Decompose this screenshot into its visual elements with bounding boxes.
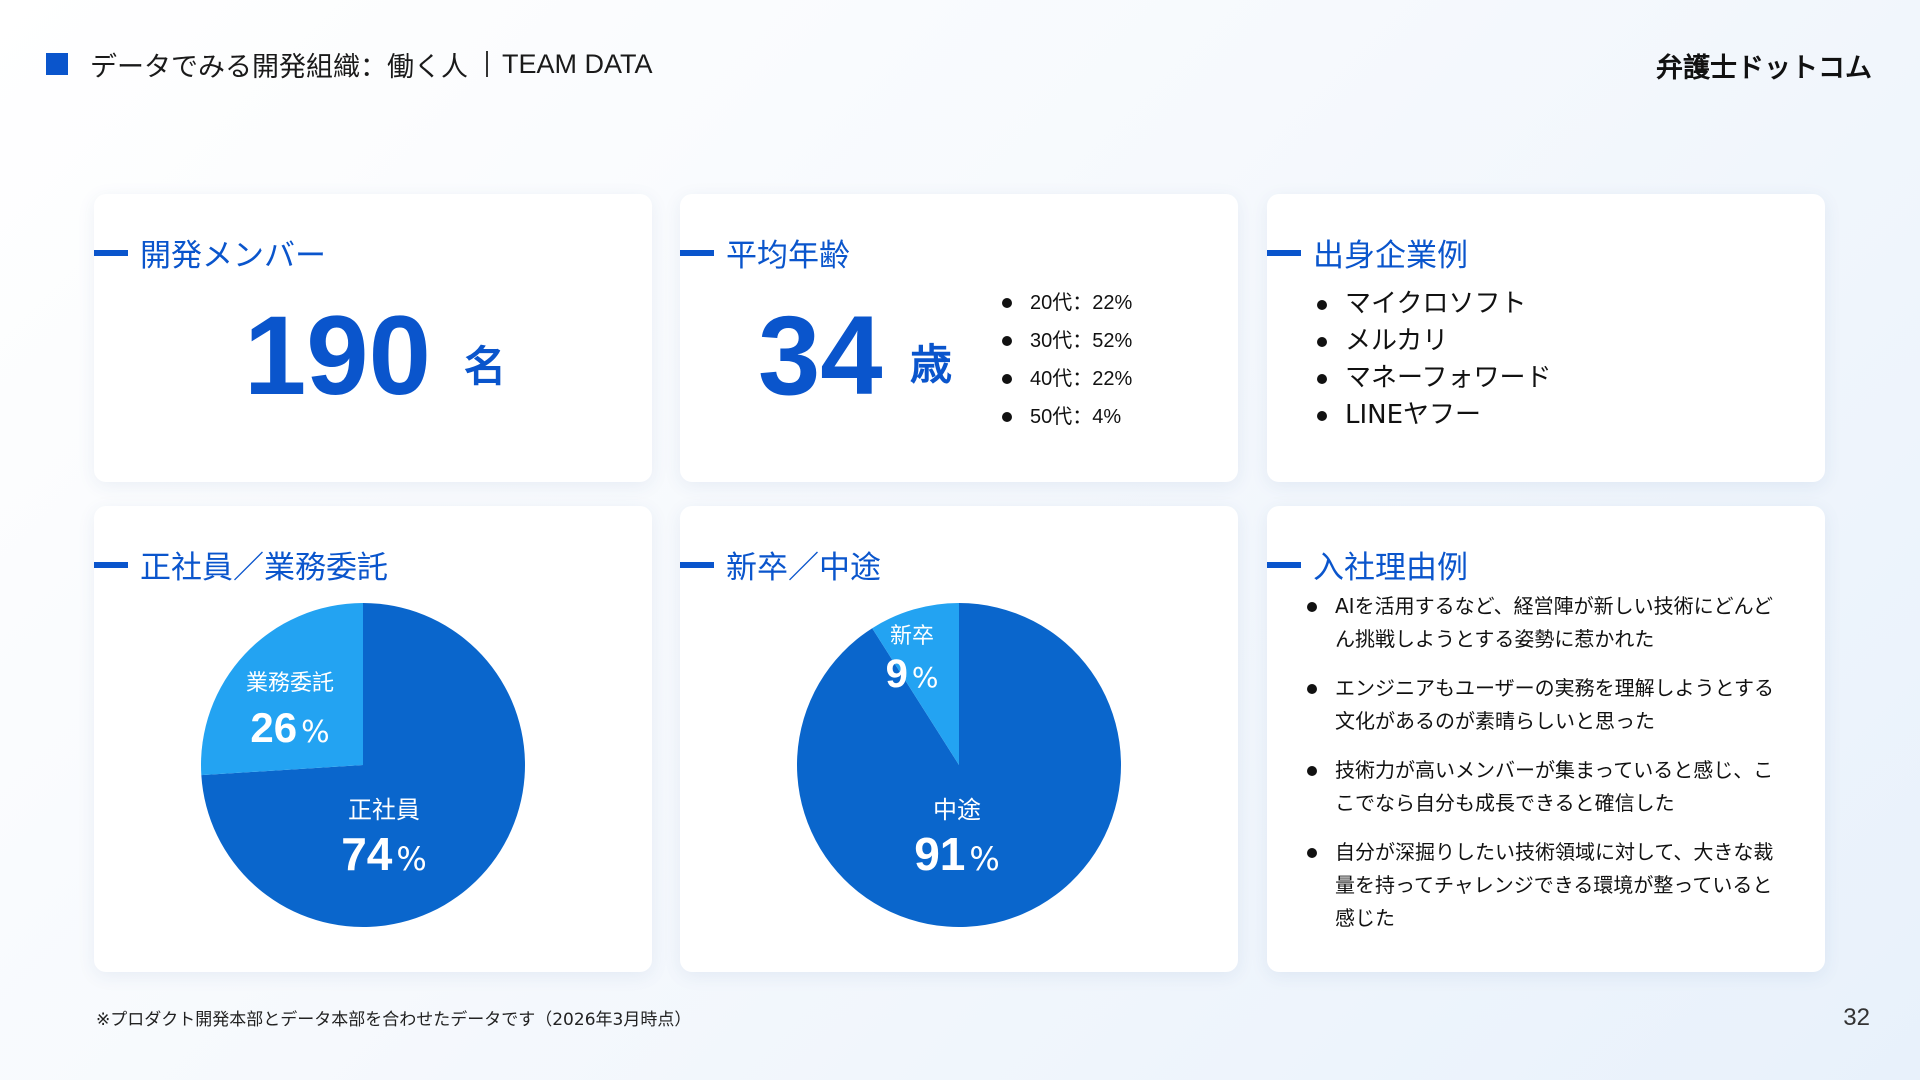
company-item: メルカリ (1315, 323, 1551, 360)
members-title-text: 開発メンバー (140, 238, 326, 274)
companies-card: 出身企業例 マイクロソフト メルカリ マネーフォワード LINEヤフー (1267, 194, 1825, 482)
employment-card: 正社員／業務委託 正社員 74% 業務委託 26% (94, 506, 652, 972)
title-bar-marker (1267, 561, 1301, 568)
companies-title-text: 出身企業例 (1313, 238, 1468, 274)
members-card: 開発メンバー 190 名 (94, 194, 652, 482)
reason-list: AIを活用するなど、経営陣が新しい技術にどんどん挑戦しようとする姿勢に惹かれた … (1305, 590, 1791, 951)
hire-title-text: 新卒／中途 (726, 550, 881, 586)
pie-category-label: 新卒 (890, 624, 934, 649)
reasons-title-text: 入社理由例 (1313, 550, 1468, 586)
age-breakdown-list: 20代：22% 30代：52% 40代：22% 50代：4% (1000, 284, 1132, 436)
reason-item: 自分が深掘りしたい技術領域に対して、大きな裁量を持ってチャレンジできる環境が整っ… (1305, 836, 1791, 935)
pie-value-label: 26% (250, 704, 329, 751)
reasons-card-title: 入社理由例 (1267, 542, 1468, 587)
employment-pie-chart: 正社員 74 % 業務委託 26% (201, 603, 525, 927)
companies-card-title: 出身企業例 (1267, 230, 1468, 275)
age-title-text: 平均年齢 (726, 238, 850, 274)
footnote: ※プロダクト開発本部とデータ本部を合わせたデータです（2026年3月時点） (96, 1010, 692, 1030)
company-item: LINEヤフー (1315, 397, 1551, 434)
members-unit: 名 (464, 342, 507, 391)
pie-value-label: 74% (341, 828, 427, 880)
reason-item: AIを活用するなど、経営陣が新しい技術にどんどん挑戦しようとする姿勢に惹かれた (1305, 590, 1791, 656)
company-logo: 弁護士ドットコム (1656, 53, 1872, 84)
employment-title-text: 正社員／業務委託 (140, 550, 388, 586)
pie-slice-1 (872, 603, 959, 765)
company-item: マネーフォワード (1315, 360, 1551, 397)
title-bar-marker (94, 561, 128, 568)
pie-value-label: 91% (914, 828, 1000, 880)
hire-card: 新卒／中途 中途 91% 新卒 9% (680, 506, 1238, 972)
members-card-title: 開発メンバー (94, 230, 326, 275)
hire-card-title: 新卒／中途 (680, 542, 881, 587)
slide-subtitle: TEAM DATA (502, 48, 653, 79)
reason-item: エンジニアもユーザーの実務を理解しようとする文化があるのが素晴らしいと思った (1305, 672, 1791, 738)
pie-category-label: 正社員 (348, 796, 420, 824)
age-breakdown-item: 50代：4% (1000, 398, 1132, 436)
pie-category-label: 業務委託 (246, 671, 334, 696)
average-age: 34 (758, 293, 883, 418)
age-unit: 歳 (910, 340, 953, 389)
reason-item: 技術力が高いメンバーが集まっていると感じ、ここでなら自分も成長できると確信した (1305, 754, 1791, 820)
age-breakdown-item: 20代：22% (1000, 284, 1132, 322)
pie-slice-0 (201, 603, 525, 927)
slide-title: データでみる開発組織：働く人 (90, 51, 468, 83)
age-card-title: 平均年齢 (680, 230, 850, 275)
title-bar-marker (680, 249, 714, 256)
pie-value-label: 9% (886, 652, 939, 696)
pie-category-label: 中途 (933, 796, 981, 824)
company-list: マイクロソフト メルカリ マネーフォワード LINEヤフー (1315, 286, 1551, 434)
company-item: マイクロソフト (1315, 286, 1551, 323)
members-count: 190 (244, 293, 431, 418)
hire-pie-chart: 中途 91 % 新卒 9% (797, 603, 1121, 927)
reasons-card: 入社理由例 AIを活用するなど、経営陣が新しい技術にどんどん挑戦しようとする姿勢… (1267, 506, 1825, 972)
pie-slice-1 (201, 603, 363, 776)
title-bar-marker (94, 249, 128, 256)
title-bar-marker (680, 561, 714, 568)
employment-card-title: 正社員／業務委託 (94, 542, 388, 587)
header-square-marker (46, 53, 68, 75)
slide-header: データでみる開発組織：働く人 TEAM DATA (46, 44, 653, 84)
title-separator (486, 51, 488, 77)
page-number: 32 (1843, 1004, 1870, 1031)
age-breakdown-item: 30代：52% (1000, 322, 1132, 360)
title-bar-marker (1267, 249, 1301, 256)
age-card: 平均年齢 34 歳 20代：22% 30代：52% 40代：22% 50代：4% (680, 194, 1238, 482)
age-breakdown-item: 40代：22% (1000, 360, 1132, 398)
